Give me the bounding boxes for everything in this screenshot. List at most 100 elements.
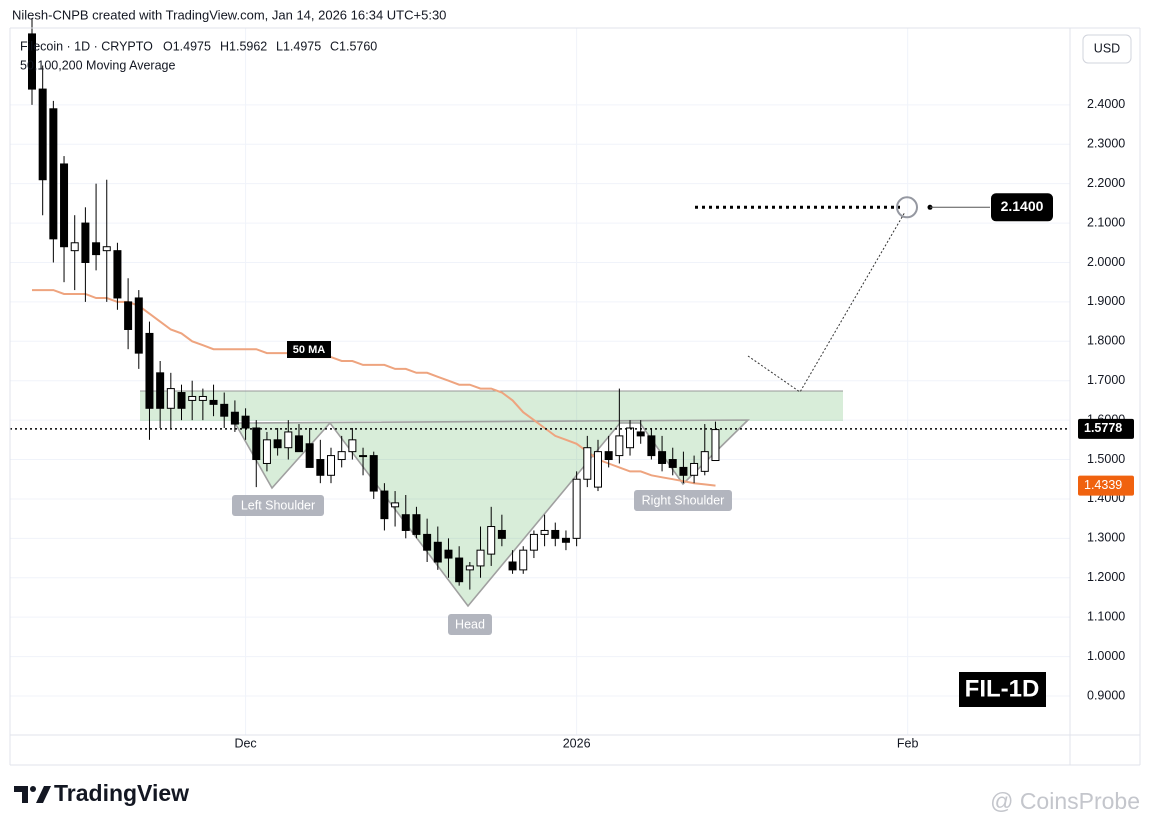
currency-button[interactable] — [1082, 34, 1132, 64]
candle-body — [551, 529, 560, 539]
y-tick-label: 2.4000 — [1087, 97, 1125, 111]
candle-body — [252, 427, 261, 461]
y-tick-label: 1.3000 — [1087, 531, 1125, 545]
candle-body — [700, 451, 709, 472]
candle-body — [647, 435, 656, 457]
candle-body — [401, 514, 410, 531]
candle-body — [626, 427, 635, 449]
ma-tag-box — [287, 341, 331, 358]
right-shoulder-label: Right Shoulder — [642, 493, 725, 507]
x-tick-label: Feb — [897, 736, 919, 750]
candle-body — [81, 222, 90, 263]
candle-body — [561, 537, 570, 543]
y-tick-label: 1.9000 — [1087, 294, 1125, 308]
candle-body — [369, 455, 378, 492]
brand-logo — [14, 786, 51, 803]
target-marker — [896, 196, 918, 219]
candle-body — [380, 490, 389, 520]
y-tick-label: 0.9000 — [1087, 688, 1125, 702]
candle-body — [284, 431, 293, 449]
candle-body — [615, 435, 624, 457]
y-tick-label: 1.2000 — [1087, 570, 1125, 584]
candle-body — [658, 451, 667, 464]
candle-body — [412, 514, 421, 535]
left-shoulder-label: Left Shoulder — [241, 498, 315, 512]
y-tick-label: 1.5000 — [1087, 452, 1125, 466]
candle-body — [316, 459, 325, 476]
candle-body — [572, 478, 581, 539]
candle-body — [604, 451, 613, 461]
candle-body — [519, 549, 528, 571]
ohlc-high: H1.5962 — [220, 39, 267, 53]
ma-price-box — [1078, 475, 1134, 496]
candle-body — [113, 250, 122, 299]
candle-body — [273, 439, 282, 449]
candle-body — [188, 395, 197, 401]
candle-body — [529, 533, 538, 551]
candle-body — [497, 529, 506, 539]
candle-body — [337, 451, 346, 461]
brand-name: TradingView — [54, 780, 189, 806]
candle-body — [487, 526, 496, 555]
candle-body — [583, 447, 592, 480]
candle-body — [27, 33, 36, 90]
candle-body — [198, 395, 207, 401]
target-box — [991, 193, 1053, 222]
candle-body — [711, 429, 720, 462]
candle-body — [690, 462, 699, 476]
head-label: Head — [455, 617, 485, 631]
grid — [10, 28, 1070, 735]
candle-body — [38, 88, 47, 181]
candle-body — [294, 435, 303, 453]
watermark: @ CoinsProbe — [990, 788, 1140, 814]
right-shoulder-box — [634, 490, 732, 511]
candle-body — [166, 388, 175, 409]
candle-body — [444, 549, 453, 559]
candle-body — [391, 502, 400, 508]
candle-body — [262, 439, 271, 464]
candle-body — [49, 108, 58, 240]
attribution: Nilesh-CNPB created with TradingView.com… — [12, 7, 446, 22]
symbol-title: Filecoin · 1D · CRYPTO — [20, 39, 153, 53]
y-tick-label: 1.8000 — [1087, 334, 1125, 348]
candle-body — [230, 411, 239, 425]
currency-label[interactable]: USD — [1094, 41, 1120, 55]
neckline-zone — [140, 391, 843, 421]
candle-body — [455, 557, 464, 583]
x-tick-label: 2026 — [563, 736, 591, 750]
candle-body — [359, 455, 368, 458]
candle-body — [433, 541, 442, 563]
candle-body — [508, 561, 517, 571]
candle-body — [156, 372, 165, 409]
last-price-label: 1.5778 — [1084, 421, 1122, 435]
projection-line — [747, 211, 906, 393]
candle-body — [92, 242, 101, 256]
y-tick-label: 1.0000 — [1087, 649, 1125, 663]
candle-body — [177, 392, 186, 409]
candle-body — [241, 415, 250, 429]
candle-body — [668, 459, 677, 468]
candle-body — [60, 163, 69, 248]
candle-body — [70, 242, 79, 252]
candle-body — [348, 439, 357, 453]
candle-body — [145, 332, 154, 409]
ohlc-close: C1.5760 — [330, 39, 377, 53]
y-tick-label: 2.1000 — [1087, 215, 1125, 229]
candle-body — [124, 301, 133, 330]
candle-body — [209, 399, 218, 405]
candle-body — [423, 533, 432, 551]
axis: 0.90001.00001.10001.20001.30001.40001.50… — [234, 97, 1134, 750]
candle-body — [540, 529, 549, 535]
symbol-tag-box — [959, 672, 1046, 707]
y-tick-label: 2.3000 — [1087, 137, 1125, 151]
ma-tag: 50 MA — [293, 344, 325, 356]
ma-price-label: 1.4339 — [1084, 478, 1122, 492]
ohlc-low: L1.4975 — [276, 39, 321, 53]
candle-body — [305, 443, 314, 468]
left-shoulder-box — [232, 495, 324, 516]
last-price-box — [1078, 418, 1134, 439]
y-tick-label: 1.7000 — [1087, 373, 1125, 387]
candle-body — [476, 549, 485, 567]
indicator-legend: 50,100,200 Moving Average — [20, 58, 175, 72]
